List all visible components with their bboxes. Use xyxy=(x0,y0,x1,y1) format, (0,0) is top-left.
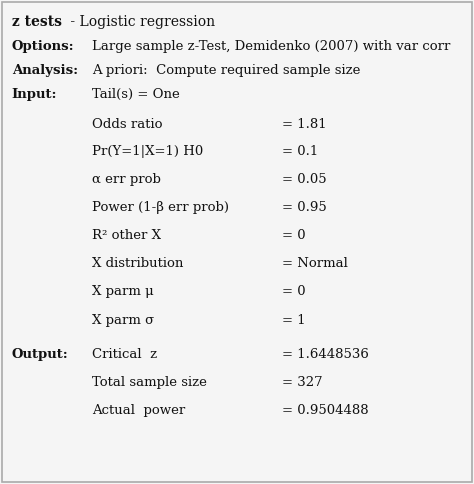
Text: Power (1-β err prob): Power (1-β err prob) xyxy=(92,201,229,214)
Text: = 0.9504488: = 0.9504488 xyxy=(282,404,369,417)
Text: Actual  power: Actual power xyxy=(92,404,186,417)
Text: Input:: Input: xyxy=(12,88,57,101)
Text: - Logistic regression: - Logistic regression xyxy=(66,15,216,30)
Text: z tests: z tests xyxy=(12,15,62,30)
Text: X distribution: X distribution xyxy=(92,257,184,270)
Text: = 0.05: = 0.05 xyxy=(282,173,327,186)
Text: = 327: = 327 xyxy=(282,376,323,389)
Text: Options:: Options: xyxy=(12,40,74,53)
Text: X parm μ: X parm μ xyxy=(92,285,154,298)
Text: Analysis:: Analysis: xyxy=(12,64,78,77)
Text: = 1.81: = 1.81 xyxy=(282,118,327,131)
Text: α err prob: α err prob xyxy=(92,173,161,186)
Text: Critical  z: Critical z xyxy=(92,348,157,361)
Text: X parm σ: X parm σ xyxy=(92,314,155,327)
Text: Odds ratio: Odds ratio xyxy=(92,118,163,131)
Text: = 0: = 0 xyxy=(282,229,306,242)
Text: = Normal: = Normal xyxy=(282,257,348,270)
Text: Total sample size: Total sample size xyxy=(92,376,207,389)
Text: = 0.95: = 0.95 xyxy=(282,201,327,214)
Text: Pr(Y=1|X=1) H0: Pr(Y=1|X=1) H0 xyxy=(92,145,204,158)
Text: Large sample z-Test, Demidenko (2007) with var corr: Large sample z-Test, Demidenko (2007) wi… xyxy=(92,40,451,53)
Text: A priori:  Compute required sample size: A priori: Compute required sample size xyxy=(92,64,361,77)
Text: = 1.6448536: = 1.6448536 xyxy=(282,348,369,361)
Text: R² other X: R² other X xyxy=(92,229,162,242)
Text: = 0.1: = 0.1 xyxy=(282,145,318,158)
Text: Output:: Output: xyxy=(12,348,69,361)
Text: z tests: z tests xyxy=(12,15,62,30)
Text: = 0: = 0 xyxy=(282,285,306,298)
Text: = 1: = 1 xyxy=(282,314,306,327)
Text: Tail(s) = One: Tail(s) = One xyxy=(92,88,180,101)
